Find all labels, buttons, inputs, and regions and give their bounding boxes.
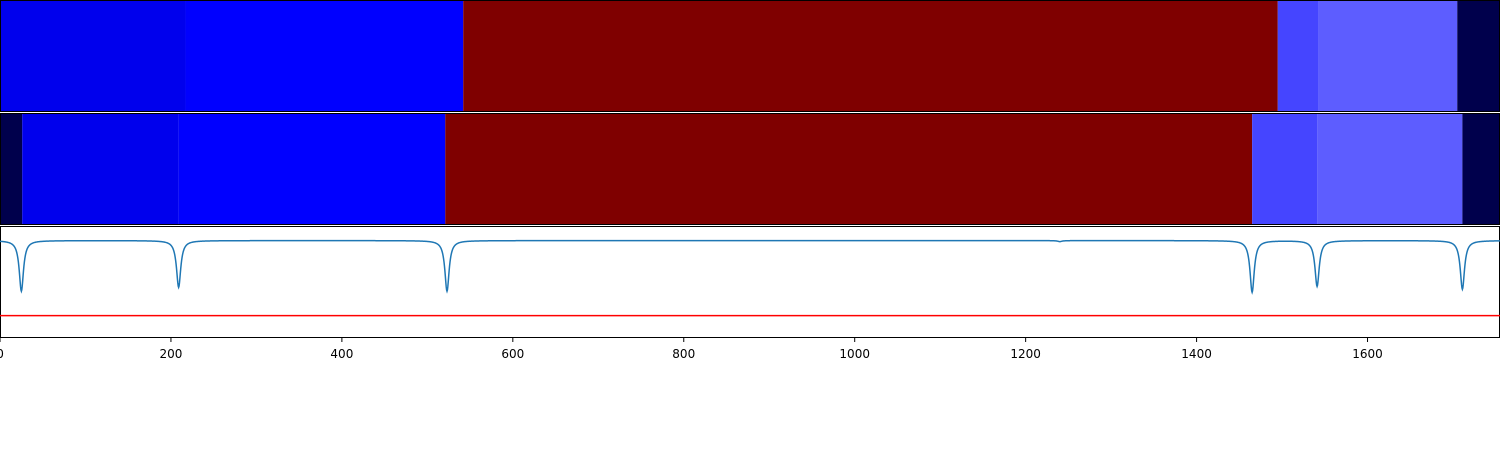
- x-tick-label: 1200: [1010, 347, 1041, 361]
- heat-cell-r0-s4: [1318, 0, 1458, 112]
- heat-cell-r0-s2: [463, 0, 1278, 112]
- x-tick-label: 200: [159, 347, 182, 361]
- heatmap-rows: [0, 0, 1500, 225]
- signal-panel-frame: [0, 226, 1500, 338]
- x-tick-label: 400: [330, 347, 353, 361]
- heat-cell-r1-s6: [1462, 113, 1500, 225]
- x-tick-label: 800: [672, 347, 695, 361]
- heat-cell-r1-s4: [1252, 113, 1318, 225]
- heat-cell-r0-s0: [0, 0, 186, 112]
- signal-line: [0, 239, 1500, 295]
- heat-cell-r1-s0: [0, 113, 23, 225]
- x-tick-label: 1400: [1181, 347, 1212, 361]
- x-tick-label: 1600: [1352, 347, 1383, 361]
- heat-cell-r0-s3: [1277, 0, 1319, 112]
- heat-cell-r1-s3: [445, 113, 1253, 225]
- heat-cell-r0-s5: [1457, 0, 1500, 112]
- heat-cell-r1-s5: [1317, 113, 1463, 225]
- heat-cell-r1-s1: [22, 113, 179, 225]
- x-tick-label: 0: [0, 347, 4, 361]
- heat-cell-r1-s2: [178, 113, 446, 225]
- x-tick-label: 1000: [839, 347, 870, 361]
- heat-cell-r0-s1: [185, 0, 464, 112]
- x-axis: 0 200 400 600 800 1000 1200 1400 1600: [0, 338, 1383, 361]
- signal-panel: [0, 226, 1500, 338]
- x-tick-label: 600: [501, 347, 524, 361]
